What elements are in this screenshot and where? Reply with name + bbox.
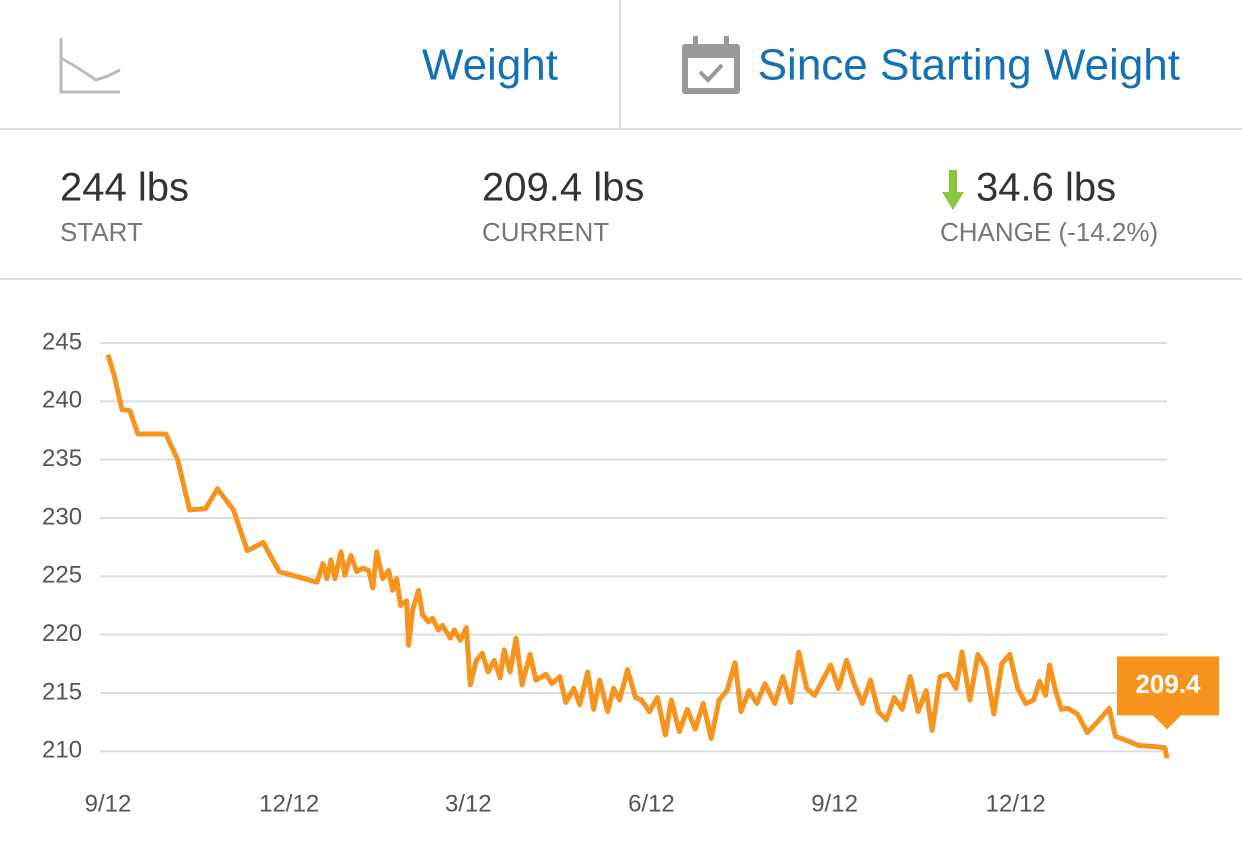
chart-icon[interactable] bbox=[59, 38, 121, 94]
tab-since-start[interactable]: Since Starting Weight bbox=[758, 41, 1180, 90]
x-tick-label: 6/12 bbox=[628, 790, 675, 817]
y-tick-label: 230 bbox=[42, 503, 82, 530]
y-tick-label: 215 bbox=[42, 678, 82, 705]
x-tick-label: 12/12 bbox=[259, 790, 319, 817]
y-tick-label: 225 bbox=[42, 562, 82, 589]
y-tick-label: 245 bbox=[42, 328, 82, 355]
y-tick-label: 220 bbox=[42, 620, 82, 647]
icon-ring bbox=[693, 36, 698, 50]
tooltip-box bbox=[1117, 656, 1219, 730]
x-tick-label: 9/12 bbox=[811, 790, 858, 817]
stat-label: CHANGE (-14.2%) bbox=[940, 217, 1158, 247]
stat-label: CURRENT bbox=[482, 217, 609, 247]
calendar-icon[interactable] bbox=[682, 36, 740, 94]
down-arrow bbox=[942, 170, 964, 210]
icon-axes bbox=[59, 38, 120, 94]
icon-check bbox=[698, 63, 724, 83]
y-tick-label: 235 bbox=[42, 445, 82, 472]
tooltip-label: 209.4 bbox=[1135, 669, 1201, 699]
y-tick-label: 210 bbox=[42, 737, 82, 764]
x-tick-label: 3/12 bbox=[445, 790, 492, 817]
icon-line bbox=[60, 56, 121, 82]
tab-weight[interactable]: Weight bbox=[422, 41, 558, 90]
x-tick-label: 9/12 bbox=[85, 790, 132, 817]
x-tick-label: 12/12 bbox=[986, 790, 1046, 817]
stat-value: 244 lbs bbox=[60, 166, 189, 210]
stat-value: 209.4 lbs bbox=[482, 166, 644, 210]
icon-ring bbox=[724, 36, 729, 50]
weight-line bbox=[105, 353, 1170, 759]
y-tick-label: 240 bbox=[42, 387, 82, 414]
stat-value: 34.6 lbs bbox=[976, 166, 1116, 210]
stat-label: START bbox=[60, 217, 143, 247]
icon-page bbox=[688, 58, 734, 88]
